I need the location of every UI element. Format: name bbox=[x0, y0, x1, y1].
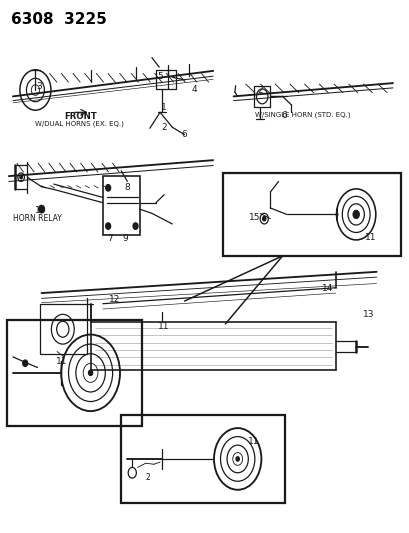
Text: 6: 6 bbox=[281, 111, 287, 120]
Text: 2: 2 bbox=[257, 85, 262, 94]
Text: 3: 3 bbox=[36, 82, 42, 91]
Circle shape bbox=[106, 223, 110, 229]
Text: 6308  3225: 6308 3225 bbox=[11, 12, 106, 27]
Text: 2: 2 bbox=[145, 473, 150, 482]
Text: FRONT: FRONT bbox=[64, 112, 97, 121]
Bar bbox=[39, 304, 86, 354]
Text: 14: 14 bbox=[321, 284, 333, 293]
Circle shape bbox=[38, 205, 44, 213]
Circle shape bbox=[106, 184, 110, 191]
Text: 4: 4 bbox=[191, 85, 197, 94]
Text: 11: 11 bbox=[56, 357, 67, 366]
Bar bbox=[7, 320, 142, 426]
Circle shape bbox=[23, 360, 27, 367]
Text: 11: 11 bbox=[158, 322, 169, 331]
Circle shape bbox=[20, 175, 22, 179]
Text: 15: 15 bbox=[249, 213, 260, 222]
Text: 11: 11 bbox=[248, 438, 259, 447]
Text: W/SINGLE HORN (STD. EQ.): W/SINGLE HORN (STD. EQ.) bbox=[255, 112, 350, 118]
Text: 2: 2 bbox=[161, 123, 166, 132]
Text: 7: 7 bbox=[107, 234, 113, 243]
Text: 11: 11 bbox=[364, 233, 375, 242]
Text: 9: 9 bbox=[122, 234, 128, 243]
Text: 1: 1 bbox=[161, 102, 166, 111]
Text: W/DUAL HORNS (EX. EQ.): W/DUAL HORNS (EX. EQ.) bbox=[35, 121, 123, 127]
Text: 6: 6 bbox=[180, 130, 186, 139]
Bar bbox=[103, 176, 139, 235]
Circle shape bbox=[262, 216, 265, 221]
Text: 8: 8 bbox=[124, 183, 130, 192]
Text: HORN RELAY: HORN RELAY bbox=[13, 214, 62, 223]
Text: 13: 13 bbox=[362, 310, 373, 319]
Text: 12: 12 bbox=[108, 295, 120, 304]
Circle shape bbox=[236, 457, 239, 461]
Text: 10: 10 bbox=[35, 206, 46, 215]
Circle shape bbox=[133, 223, 138, 229]
Bar bbox=[223, 173, 400, 256]
Circle shape bbox=[352, 210, 359, 219]
Bar bbox=[121, 415, 284, 503]
Text: 5: 5 bbox=[157, 71, 162, 80]
Circle shape bbox=[88, 370, 92, 375]
